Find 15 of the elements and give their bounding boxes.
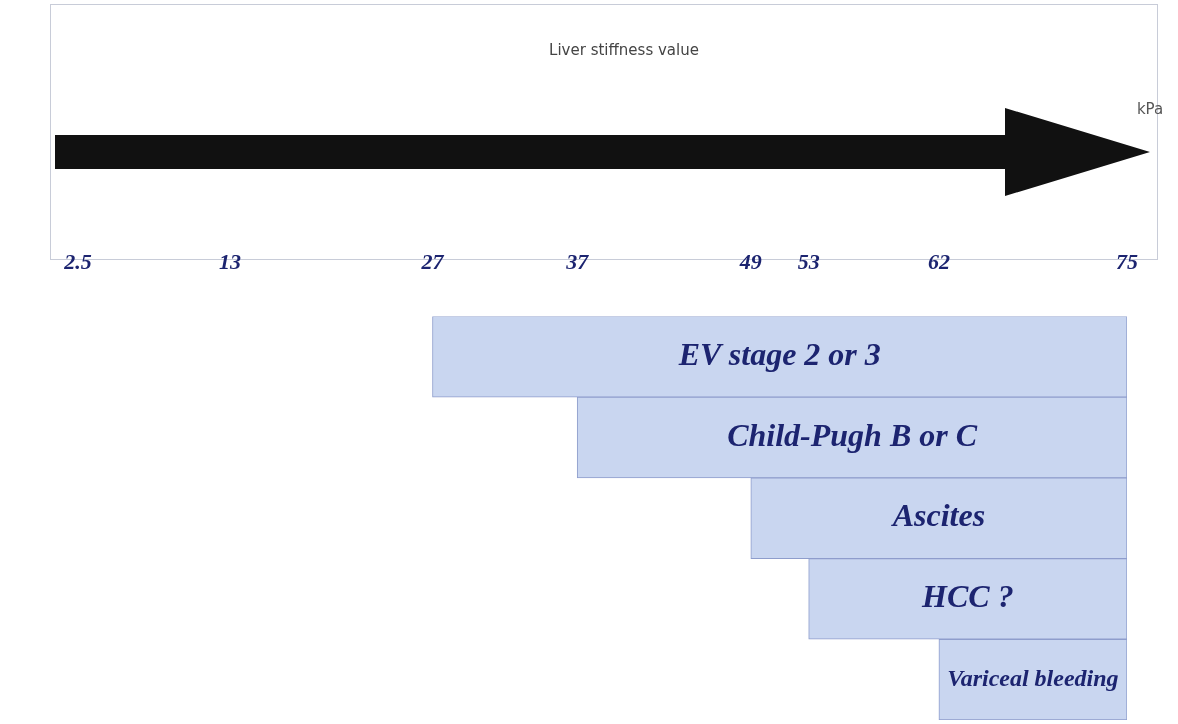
text: kPa — [1136, 99, 1164, 118]
y-tick-label: EV stage 2 or 3 — [677, 336, 881, 373]
y-tick-label: Variceal bleeding — [947, 664, 1119, 691]
x-tick-label: 2.5 — [63, 248, 92, 274]
x-tick-label: 75 — [1116, 248, 1138, 274]
chart-title: Liver stiffness value — [549, 40, 699, 59]
y-tick-label: Child-Pugh B or C — [727, 416, 978, 453]
x-tick-label: 53 — [797, 248, 820, 274]
x-tick-label: 37 — [565, 248, 590, 274]
y-tick-label: Ascites — [890, 497, 986, 534]
x-tick-label: 62 — [927, 248, 950, 274]
x-tick-label: 49 — [738, 248, 762, 274]
x-tick-label: 13 — [218, 248, 241, 274]
y-tick-label: HCC ? — [921, 578, 1014, 615]
x-tick-label: 27 — [420, 248, 445, 274]
